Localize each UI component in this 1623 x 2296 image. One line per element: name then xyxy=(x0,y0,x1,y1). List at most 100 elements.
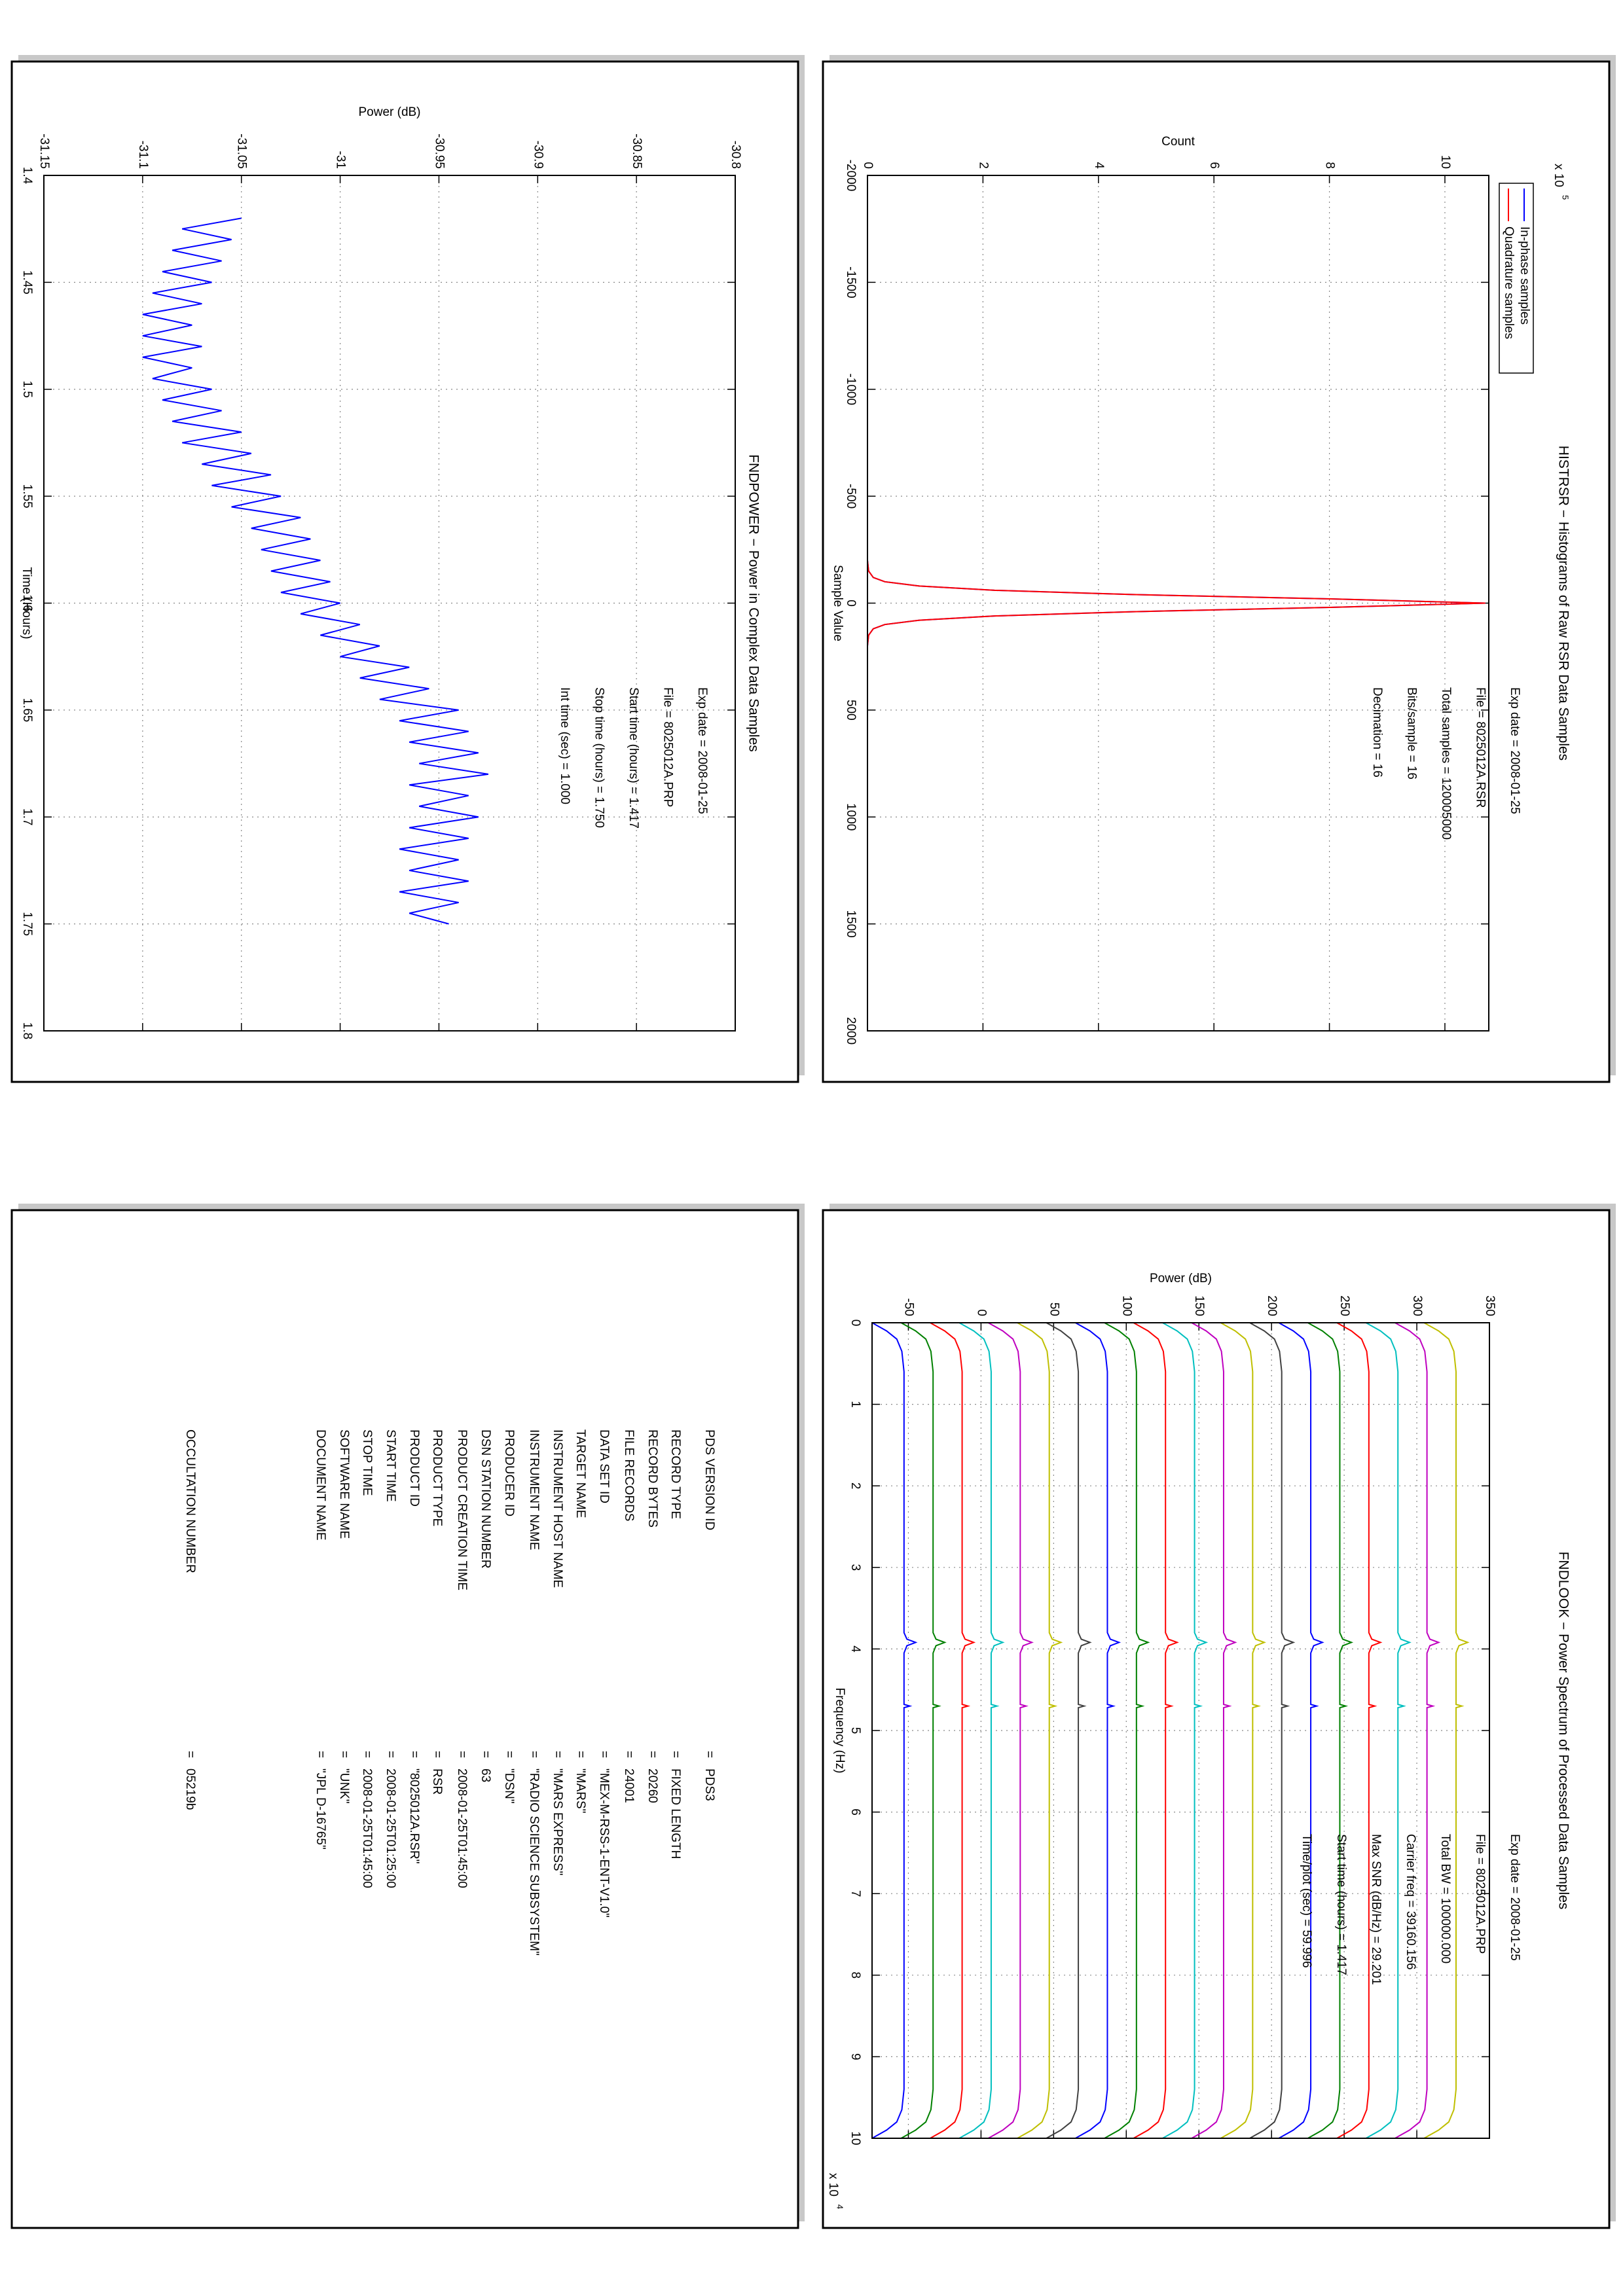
x-tick-label: -1500 xyxy=(844,266,858,298)
y-tick-label: 300 xyxy=(1410,1295,1424,1316)
x-tick-label: 1.4 xyxy=(20,167,34,185)
legend-label: Quadrature samples xyxy=(1502,226,1516,339)
x-axis-label: Sample Value xyxy=(831,565,845,641)
x-tick-label: 1000 xyxy=(844,803,858,831)
table-key: INSTRUMENT NAME xyxy=(527,1429,541,1550)
chart-title: HISTRSR − Histograms of Raw RSR Data Sam… xyxy=(1556,446,1571,761)
annotation: Start time (hours) = 1.417 xyxy=(627,687,640,829)
annotation: Decimation = 16 xyxy=(1370,687,1384,778)
table-key: DATA SET ID xyxy=(597,1429,611,1503)
x-tick-label: 0 xyxy=(848,1319,862,1327)
data-line xyxy=(1017,1322,1063,2139)
annotation: Exp date = 2008-01-25 xyxy=(1508,687,1522,814)
table-value: 2008-01-25T01:45:00 xyxy=(360,1768,374,1888)
data-line xyxy=(1046,1322,1092,2139)
annotation: Bits/sample = 16 xyxy=(1404,687,1418,780)
plot-frame xyxy=(871,1322,1490,2139)
table-equals: = xyxy=(430,1751,444,1758)
y-tick-label: -31.05 xyxy=(235,134,249,169)
annotation: Exp date = 2008-01-25 xyxy=(695,687,709,814)
table-key: PRODUCER ID xyxy=(502,1429,516,1516)
x-axis-label: Time (Hours) xyxy=(20,567,33,639)
table-equals: = xyxy=(622,1751,636,1758)
table-key: PRODUCT TYPE xyxy=(430,1429,444,1526)
x-tick-label: 500 xyxy=(844,700,858,721)
data-line xyxy=(1133,1322,1179,2139)
y-tick-label: 150 xyxy=(1192,1295,1206,1316)
table-equals: = xyxy=(646,1751,659,1758)
table-equals: = xyxy=(314,1751,327,1758)
axis-multiplier-exponent: 5 xyxy=(1561,195,1571,200)
x-tick-label: 1.8 xyxy=(20,1022,34,1039)
panel: 0 1 2 3 4 5 6 7 8 9 10 -50 0 50 100 150 200 250 300 350 FNDL… xyxy=(826,1272,1571,2209)
x-tick-label: 2 xyxy=(848,1482,862,1490)
x-tick-label: 1.5 xyxy=(20,381,34,398)
annotation: Start time (hours) = 1.417 xyxy=(1334,1834,1348,1975)
annotation: Time/plot (sec) = 59.996 xyxy=(1300,1834,1313,1968)
y-tick-label: 0 xyxy=(974,1309,988,1316)
table-equals: = xyxy=(479,1751,492,1758)
table-value: 2008-01-25T01:25:00 xyxy=(384,1768,397,1888)
axis-multiplier-exponent: 4 xyxy=(835,2204,845,2209)
y-axis-label: Power (dB) xyxy=(1150,1272,1212,1285)
table-value: "MARS EXPRESS" xyxy=(551,1768,564,1875)
table-key: PDS VERSION ID xyxy=(702,1429,716,1530)
data-line xyxy=(958,1322,1005,2139)
x-tick-label: -2000 xyxy=(844,160,858,192)
plot-area xyxy=(867,175,1489,1031)
plot-frame xyxy=(43,175,736,1031)
y-tick-label: 0 xyxy=(861,162,875,169)
table-value: 20260 xyxy=(646,1768,659,1803)
annotation: File = 8025012A.PRP xyxy=(661,687,674,807)
y-tick-label: 4 xyxy=(1092,162,1106,169)
table-value: FIXED LENGTH xyxy=(668,1768,682,1859)
y-tick-label: 10 xyxy=(1438,155,1452,169)
y-tick-label: -50 xyxy=(902,1299,915,1316)
x-tick-label: 1500 xyxy=(844,910,858,937)
table-value: RSR xyxy=(430,1768,444,1795)
chart-title: FNDLOOK − Power Spectrum of Processed Da… xyxy=(1556,1552,1571,1910)
y-tick-label: -30.95 xyxy=(432,134,446,169)
y-tick-label: -31.15 xyxy=(37,134,51,169)
x-tick-label: 10 xyxy=(848,2131,862,2145)
table-equals: = xyxy=(551,1751,564,1758)
panel-frame xyxy=(10,1209,799,2229)
data-line xyxy=(1336,1322,1383,2139)
x-tick-label: 7 xyxy=(848,1890,862,1897)
y-tick-label: 100 xyxy=(1120,1295,1133,1316)
table-key: OCCULTATION NUMBER xyxy=(183,1429,197,1573)
y-tick-label: 6 xyxy=(1207,162,1221,169)
table-value: "DSN" xyxy=(502,1768,516,1804)
data-line xyxy=(1191,1322,1237,2139)
data-line xyxy=(1220,1322,1266,2139)
x-tick-label: -1000 xyxy=(844,373,858,405)
plot-area xyxy=(872,1323,1489,2138)
data-line xyxy=(1162,1322,1209,2139)
x-tick-label: 5 xyxy=(848,1727,862,1734)
x-tick-label: 2000 xyxy=(844,1017,858,1045)
x-tick-label: 1.75 xyxy=(20,912,34,936)
table-value: PDS3 xyxy=(702,1768,716,1801)
table-equals: = xyxy=(502,1751,516,1758)
x-tick-label: 1.65 xyxy=(20,698,34,722)
table-key: DOCUMENT NAME xyxy=(314,1429,327,1541)
table-value: "MARS" xyxy=(574,1768,587,1813)
panel: PDS VERSION ID = PDS3 RECORD TYPE = FIXED LEN… xyxy=(183,1429,716,1956)
table-key: FILE RECORDS xyxy=(622,1429,636,1521)
data-line xyxy=(900,1322,947,2139)
x-tick-label: 1 xyxy=(848,1401,862,1408)
legend-box xyxy=(1499,183,1534,374)
table-equals: = xyxy=(360,1751,374,1758)
table-key: TARGET NAME xyxy=(574,1429,587,1518)
y-tick-label: -30.8 xyxy=(729,141,742,169)
table-equals: = xyxy=(407,1751,421,1758)
table-key: DSN STATION NUMBER xyxy=(479,1429,492,1569)
table-key: STOP TIME xyxy=(360,1429,374,1496)
annotation: Exp date = 2008-01-25 xyxy=(1508,1834,1522,1961)
data-line xyxy=(1307,1322,1354,2139)
y-tick-label: -30.85 xyxy=(630,134,644,169)
annotation: Stop time (hours) = 1.750 xyxy=(592,687,606,828)
data-line xyxy=(988,1322,1034,2139)
annotation: Total samples = 120005000 xyxy=(1439,687,1453,840)
